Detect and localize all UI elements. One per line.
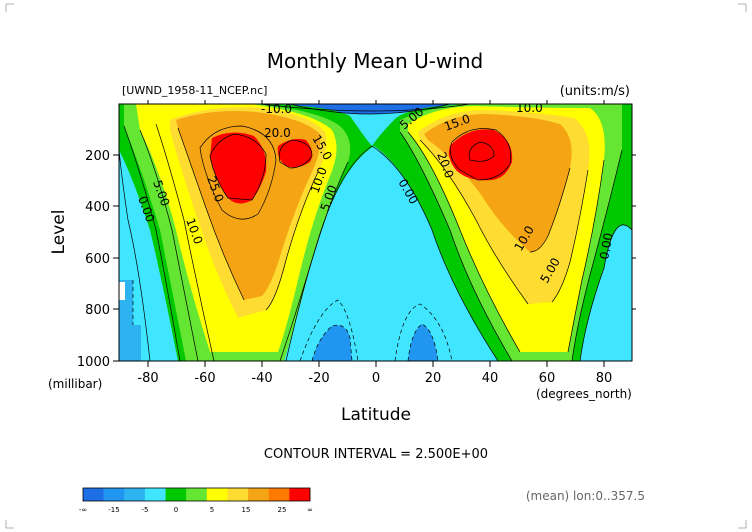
colorbar-cell [124, 488, 146, 501]
contour-interval: CONTOUR INTERVAL = 2.500E+00 [264, 447, 488, 462]
contour-label: 10.0 [516, 101, 543, 115]
colorbar-labels: -∞ -15 -5 0 5 15 25 ∞ [79, 506, 313, 514]
y-tick-label: 400 [85, 200, 110, 215]
y-tick-label: 600 [85, 252, 110, 267]
colorbar-cell [227, 488, 249, 501]
core-south-secondary [277, 138, 313, 168]
colorbar-cell [186, 488, 208, 501]
colorbar-cell [248, 488, 270, 501]
missing-data-patch [119, 282, 125, 300]
colorbar-cell [206, 488, 228, 501]
core-south-main [210, 132, 267, 204]
negative-contours [132, 280, 453, 361]
y-tick-label: 800 [85, 303, 110, 318]
core-north [448, 129, 513, 181]
x-tick-label: -60 [194, 371, 215, 386]
y-axis-label: Level [49, 210, 69, 255]
x-axis-label: Latitude [341, 405, 411, 425]
colorbar-label: 15 [242, 506, 251, 514]
colorbar-label: -5 [142, 506, 149, 514]
colorbar-label: -15 [108, 506, 119, 514]
x-tick-label: 60 [539, 371, 556, 386]
chart-title: Monthly Mean U-wind [267, 49, 483, 73]
neg-sfc-south [312, 325, 352, 361]
neg-polar-south [119, 280, 141, 361]
colorbar-label: ∞ [307, 506, 313, 514]
colorbar-label: 5 [210, 506, 214, 514]
colorbar-cells [83, 488, 311, 501]
contour-label: 20.0 [264, 126, 291, 140]
x-tick-label: 0 [372, 371, 380, 386]
contour-label: 0.00 [597, 232, 615, 261]
dataset-label: [UWND_1958-11_NCEP.nc] [122, 84, 267, 97]
y-unit-label: (millibar) [48, 377, 102, 391]
colorbar-cell [144, 488, 166, 501]
y-tick-label: 200 [85, 149, 110, 164]
neg-sfc-north [408, 324, 438, 361]
crop-marks [5, 3, 747, 529]
averaging-note: (mean) lon:0..357.5 [526, 489, 645, 503]
x-tick-label: -20 [308, 371, 329, 386]
x-tick-label: -40 [251, 371, 272, 386]
colorbar-cell [83, 488, 104, 501]
y-tick-label: 1000 [77, 355, 110, 370]
colorbar-cell [103, 488, 125, 501]
colorbar-cell [268, 488, 290, 501]
y-tick-labels: 200 400 600 800 1000 [77, 149, 110, 370]
x-unit-label: (degrees_north) [536, 387, 632, 401]
colorbar-frame [82, 487, 311, 502]
colorbar-cell [165, 488, 187, 501]
axis-ticks [113, 100, 636, 367]
colorbar-label: -∞ [79, 506, 87, 514]
colorbar-label: 0 [174, 506, 178, 514]
units-label: (units:m/s) [560, 84, 630, 99]
colorbar-cell [289, 488, 311, 501]
x-tick-label: 20 [425, 371, 442, 386]
contour-field: -10.0 10.0 20.0 15.0 5.00 15.0 20.0 25.0… [119, 101, 632, 361]
x-tick-label: 80 [596, 371, 613, 386]
colorbar: -∞ -15 -5 0 5 15 25 ∞ [79, 487, 313, 514]
contour-lines [119, 104, 632, 361]
x-tick-labels: -80 -60 -40 -20 0 20 40 60 80 [137, 371, 612, 386]
colorbar-label: 25 [278, 506, 287, 514]
x-tick-label: 40 [482, 371, 499, 386]
x-tick-label: -80 [137, 371, 158, 386]
contour-label: -10.0 [261, 102, 292, 116]
